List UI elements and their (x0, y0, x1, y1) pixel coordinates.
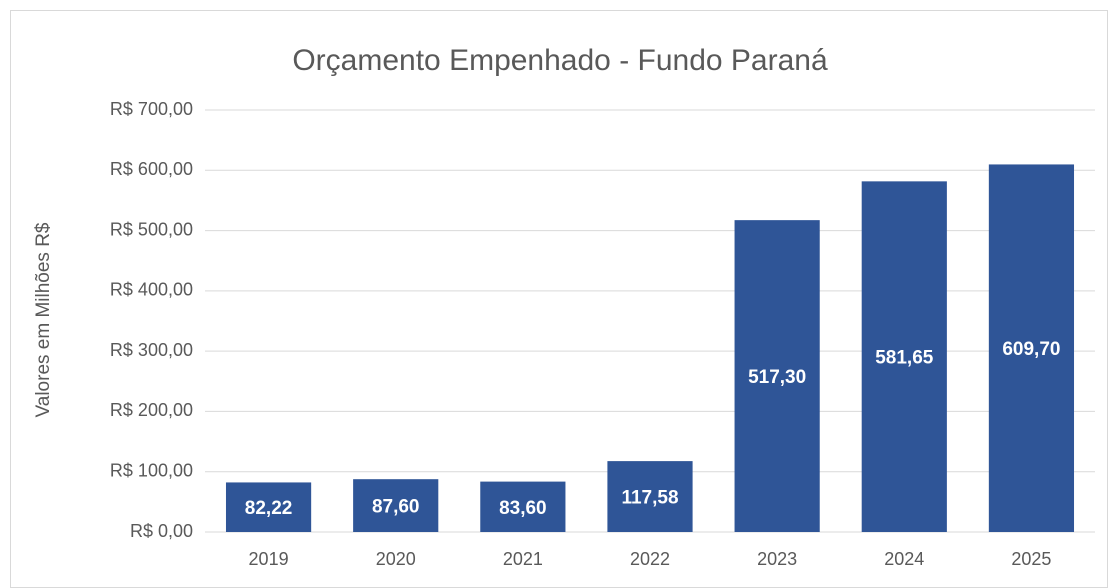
value-label: 83,60 (499, 498, 547, 519)
y-axis-label: Valores em Milhões R$ (33, 222, 54, 417)
bar (988, 164, 1075, 533)
bar (734, 220, 820, 532)
bar (480, 481, 566, 532)
x-tick-label: 2024 (884, 549, 924, 569)
value-label: 87,60 (372, 497, 420, 518)
y-tick-label: R$ 400,00 (110, 280, 193, 300)
bar (353, 479, 439, 532)
bar (861, 181, 947, 532)
x-tick-label: 2019 (249, 549, 289, 569)
y-tick-label: R$ 300,00 (110, 340, 193, 360)
y-tick-label: R$ 700,00 (110, 99, 193, 119)
x-tick-label: 2025 (1011, 549, 1051, 569)
value-label: 581,65 (875, 348, 934, 369)
value-label: 609,70 (1002, 339, 1060, 360)
bar (225, 482, 312, 532)
x-tick-label: 2020 (376, 549, 416, 569)
y-tick-label: R$ 200,00 (110, 400, 193, 420)
value-label: 117,58 (621, 488, 678, 509)
value-label: 82,22 (245, 498, 293, 519)
bar (607, 461, 693, 532)
y-tick-label: R$ 600,00 (110, 159, 193, 179)
x-tick-label: 2022 (630, 549, 670, 569)
value-label: 517,30 (748, 367, 806, 388)
chart-title: Orçamento Empenhado - Fundo Paraná (292, 44, 828, 77)
y-tick-label: R$ 100,00 (110, 460, 193, 480)
y-tick-label: R$ 0,00 (130, 521, 193, 541)
x-tick-label: 2023 (757, 549, 797, 569)
x-tick-label: 2021 (503, 549, 543, 569)
y-tick-label: R$ 500,00 (110, 219, 193, 239)
